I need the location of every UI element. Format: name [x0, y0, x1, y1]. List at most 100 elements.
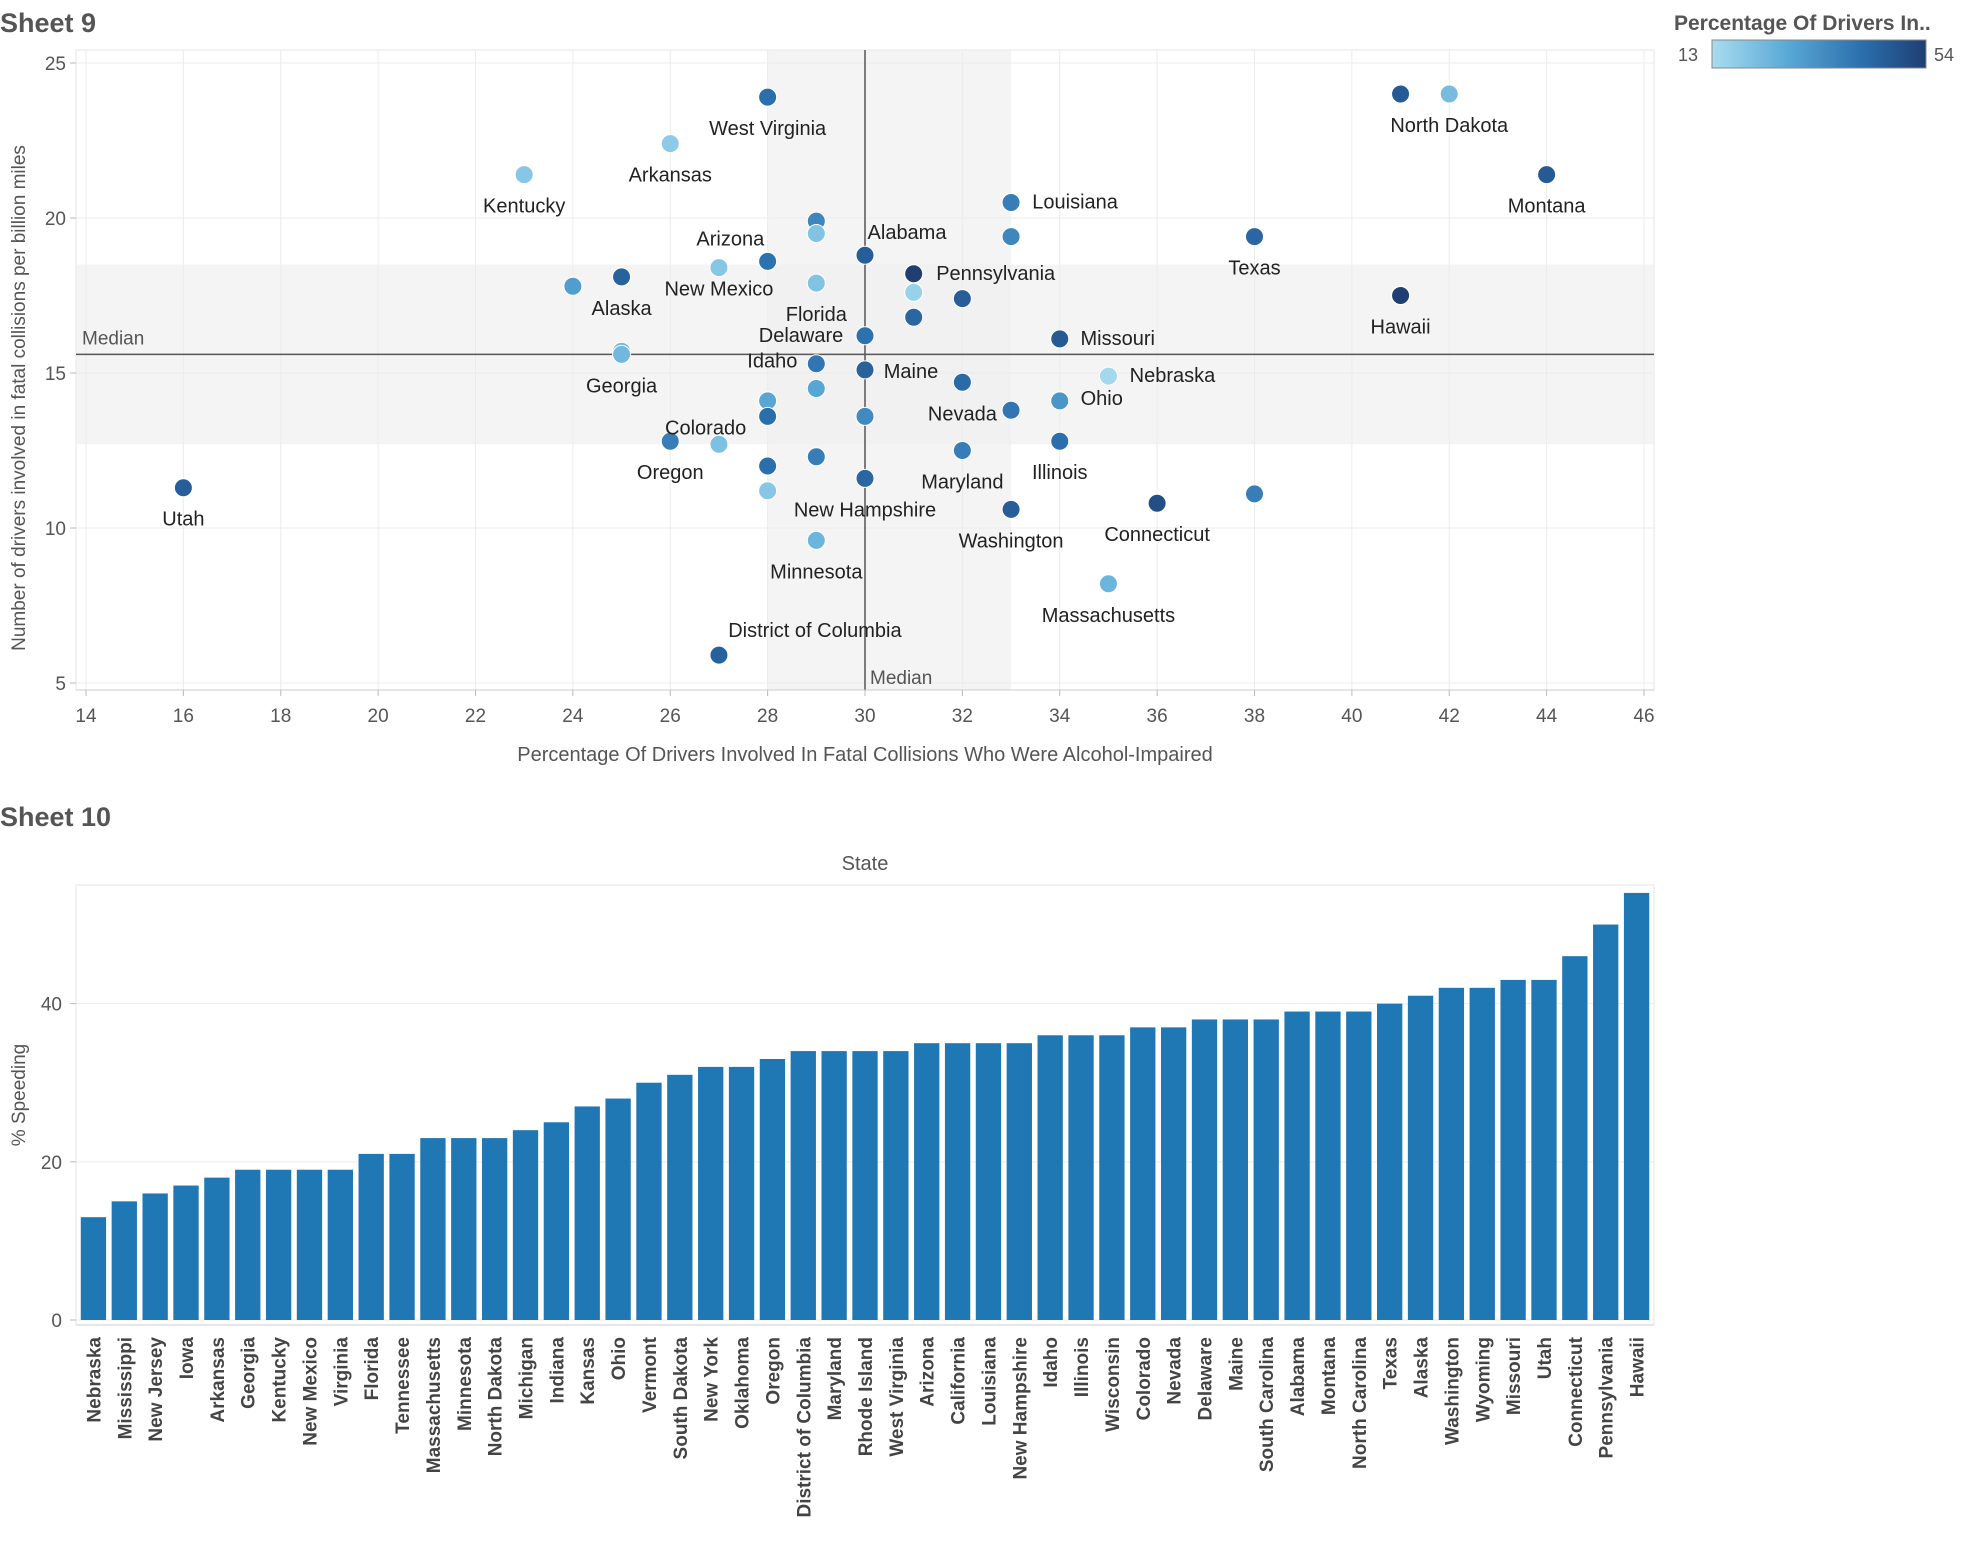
- bar[interactable]: [481, 1138, 508, 1320]
- scatter-point[interactable]: [855, 406, 875, 426]
- bar[interactable]: [1284, 1011, 1310, 1320]
- bar[interactable]: [265, 1169, 292, 1320]
- bar[interactable]: [327, 1169, 353, 1320]
- scatter-point[interactable]: [1245, 484, 1264, 504]
- scatter-point[interactable]: [612, 344, 632, 364]
- scatter-point[interactable]: [660, 134, 680, 154]
- bar[interactable]: [883, 1051, 909, 1320]
- scatter-point[interactable]: [1050, 329, 1070, 349]
- scatter-point[interactable]: [855, 245, 875, 265]
- scatter-point[interactable]: [806, 273, 826, 293]
- scatter-point[interactable]: [514, 165, 534, 185]
- bar[interactable]: [235, 1169, 261, 1320]
- bar[interactable]: [1500, 979, 1526, 1320]
- scatter-point[interactable]: [1001, 499, 1021, 519]
- scatter-point[interactable]: [855, 468, 875, 488]
- bar[interactable]: [852, 1051, 878, 1320]
- bar[interactable]: [914, 1043, 940, 1320]
- bar[interactable]: [1562, 956, 1588, 1320]
- scatter-point[interactable]: [612, 267, 632, 287]
- scatter-point[interactable]: [1001, 193, 1021, 212]
- bar-category-label: Idaho: [1041, 1337, 1062, 1388]
- scatter-point[interactable]: [758, 456, 778, 476]
- scatter-point[interactable]: [173, 478, 193, 498]
- bar[interactable]: [389, 1153, 415, 1320]
- bar[interactable]: [636, 1082, 662, 1320]
- scatter-point[interactable]: [806, 379, 826, 398]
- bar[interactable]: [1469, 987, 1495, 1320]
- scatter-point[interactable]: [1391, 286, 1411, 305]
- scatter-point[interactable]: [904, 264, 924, 284]
- bar[interactable]: [80, 1217, 107, 1320]
- bar[interactable]: [1377, 1003, 1403, 1320]
- bar[interactable]: [605, 1098, 631, 1320]
- bar[interactable]: [1068, 1035, 1094, 1320]
- scatter-point[interactable]: [855, 360, 875, 380]
- bar[interactable]: [142, 1193, 168, 1320]
- scatter-point[interactable]: [1001, 227, 1021, 247]
- scatter-point[interactable]: [1147, 493, 1167, 513]
- scatter-point[interactable]: [806, 354, 826, 374]
- scatter-point[interactable]: [1537, 165, 1557, 185]
- bar[interactable]: [1222, 1019, 1249, 1320]
- bar[interactable]: [111, 1201, 137, 1320]
- scatter-point[interactable]: [563, 276, 583, 296]
- bar[interactable]: [204, 1177, 230, 1320]
- bar[interactable]: [420, 1138, 446, 1320]
- bar[interactable]: [574, 1106, 600, 1320]
- bar[interactable]: [1315, 1011, 1341, 1320]
- bar[interactable]: [1037, 1035, 1063, 1320]
- bar[interactable]: [1407, 995, 1434, 1320]
- bar[interactable]: [944, 1043, 971, 1320]
- scatter-point[interactable]: [806, 224, 826, 243]
- scatter-point[interactable]: [952, 372, 972, 392]
- scatter-point[interactable]: [758, 406, 778, 426]
- scatter-point[interactable]: [904, 282, 924, 302]
- scatter-point[interactable]: [709, 434, 729, 454]
- scatter-point[interactable]: [1001, 400, 1021, 420]
- bar[interactable]: [821, 1051, 847, 1320]
- bar[interactable]: [1438, 987, 1465, 1320]
- scatter-point[interactable]: [1439, 84, 1459, 104]
- bar[interactable]: [1099, 1035, 1125, 1320]
- bar[interactable]: [1531, 979, 1557, 1320]
- bar[interactable]: [358, 1153, 384, 1320]
- bar[interactable]: [1623, 892, 1650, 1320]
- scatter-point[interactable]: [1245, 227, 1264, 247]
- scatter-point[interactable]: [952, 289, 972, 309]
- bar[interactable]: [1346, 1011, 1372, 1320]
- bar[interactable]: [759, 1059, 786, 1320]
- bar[interactable]: [1160, 1027, 1187, 1320]
- scatter-point[interactable]: [1050, 431, 1070, 451]
- scatter-point[interactable]: [1050, 391, 1070, 411]
- bar[interactable]: [296, 1169, 323, 1320]
- scatter-point[interactable]: [952, 441, 972, 460]
- scatter-point[interactable]: [806, 530, 826, 550]
- bar[interactable]: [790, 1051, 816, 1320]
- scatter-point[interactable]: [1098, 366, 1118, 386]
- scatter-point[interactable]: [758, 481, 778, 501]
- bar[interactable]: [728, 1066, 755, 1320]
- bar[interactable]: [975, 1043, 1002, 1320]
- scatter-point[interactable]: [1098, 574, 1118, 594]
- bar[interactable]: [512, 1130, 539, 1320]
- bar[interactable]: [543, 1122, 570, 1320]
- scatter-point[interactable]: [709, 258, 729, 278]
- bar[interactable]: [173, 1185, 199, 1320]
- scatter-point[interactable]: [904, 307, 924, 327]
- bar[interactable]: [1593, 924, 1619, 1320]
- scatter-point[interactable]: [758, 251, 778, 271]
- bar[interactable]: [1253, 1019, 1279, 1320]
- scatter-point[interactable]: [855, 326, 875, 346]
- bar[interactable]: [1006, 1043, 1032, 1320]
- bar[interactable]: [667, 1074, 693, 1320]
- bar[interactable]: [451, 1138, 477, 1320]
- scatter-point[interactable]: [758, 87, 778, 107]
- scatter-point[interactable]: [1391, 84, 1411, 104]
- bar[interactable]: [1130, 1027, 1156, 1320]
- scatter-point[interactable]: [660, 431, 680, 451]
- bar[interactable]: [698, 1066, 724, 1320]
- scatter-point[interactable]: [806, 447, 826, 467]
- scatter-point[interactable]: [709, 645, 729, 665]
- bar[interactable]: [1191, 1019, 1218, 1320]
